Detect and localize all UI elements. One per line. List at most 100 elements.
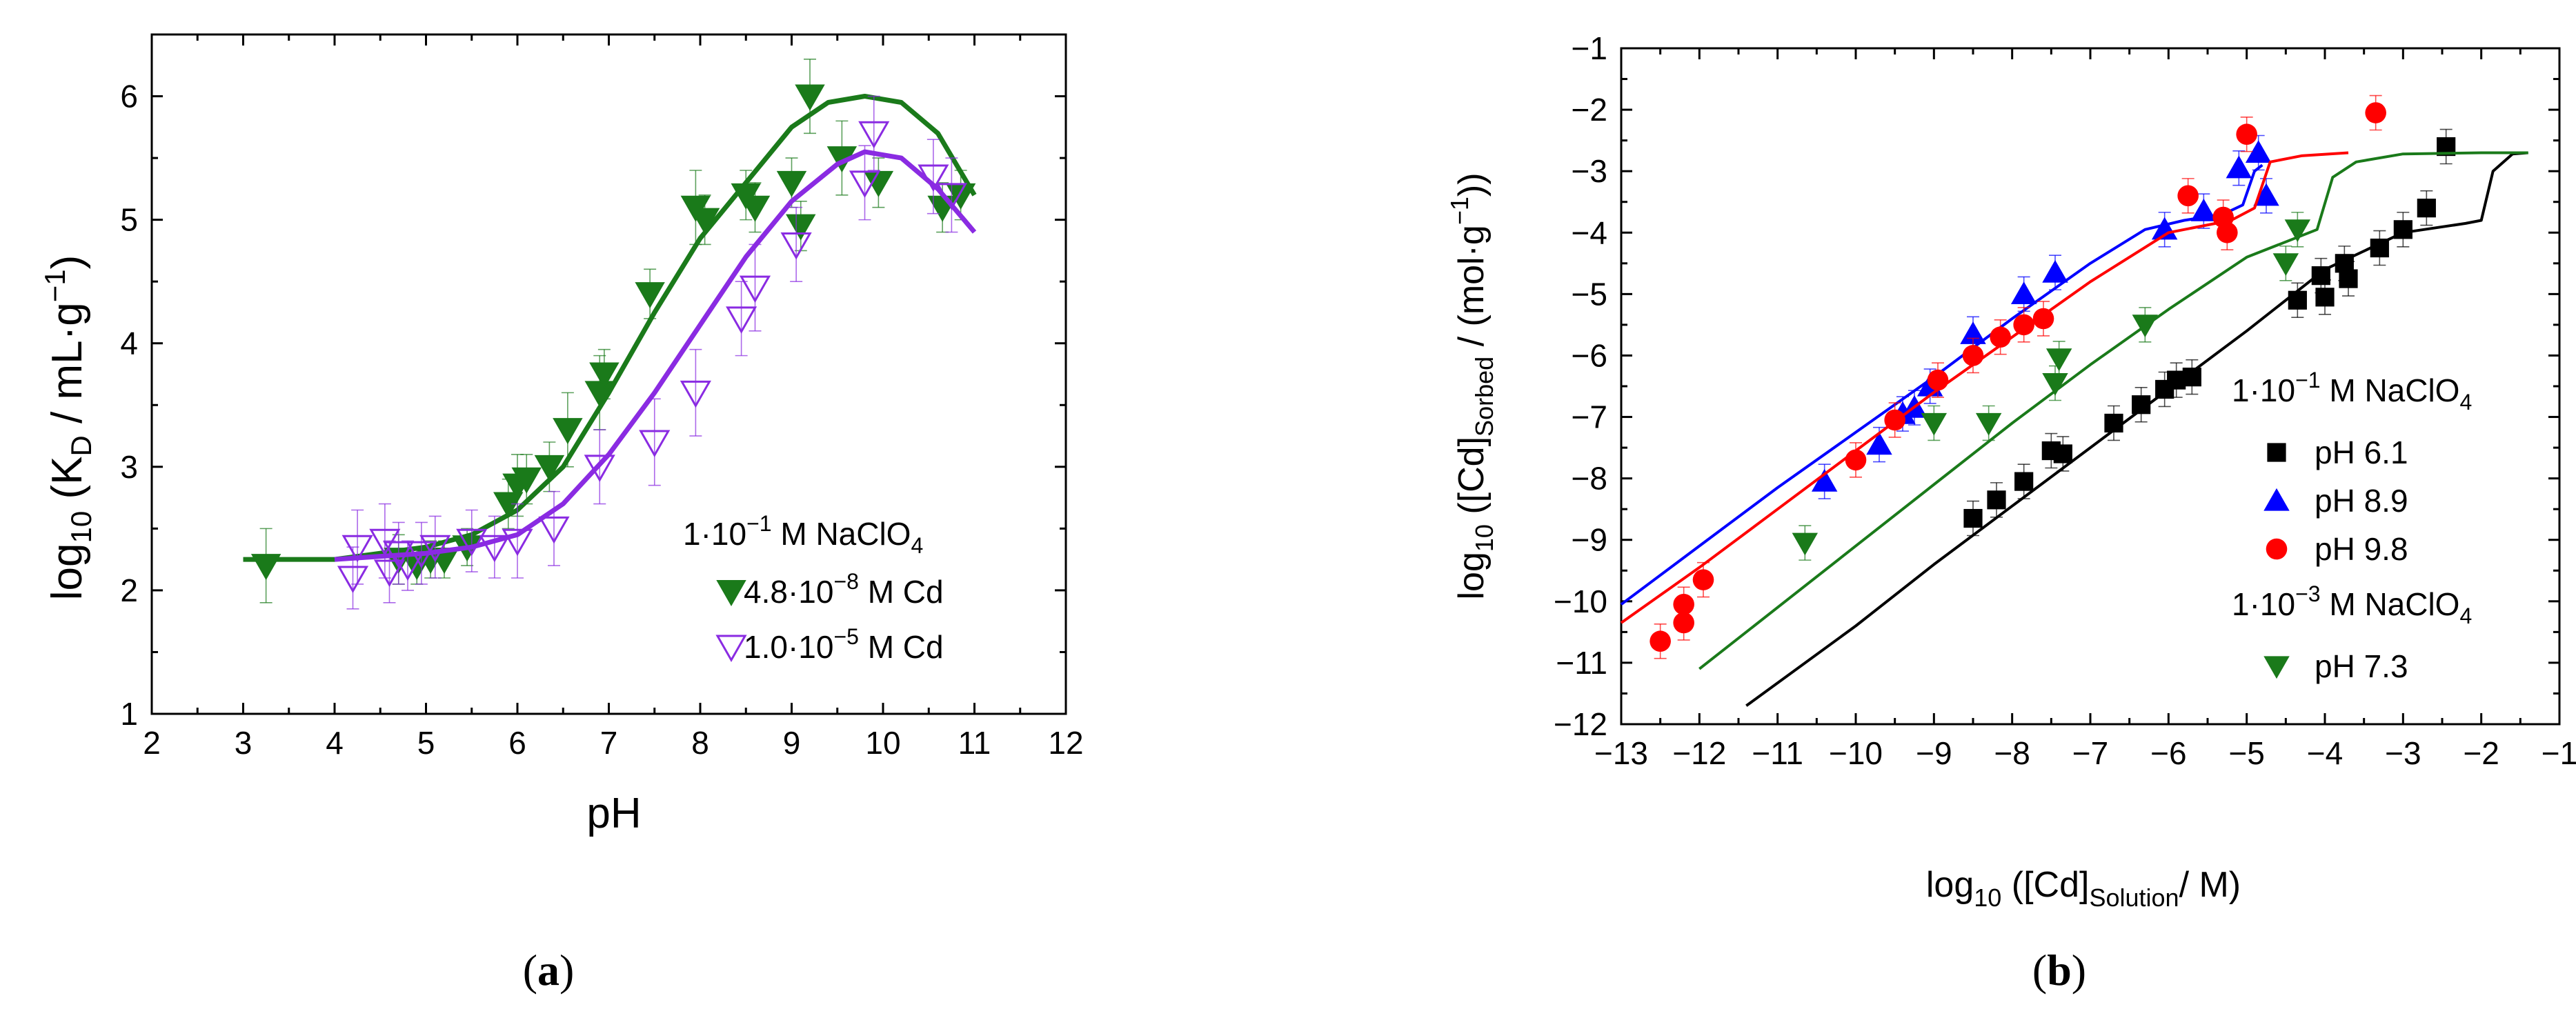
data-point [2010,281,2037,304]
data-point [689,208,720,234]
data-point [392,553,424,581]
error-bar [428,515,442,579]
y-tick-label: 2 [120,572,138,608]
data-point [337,566,369,594]
panel-b-legend-marker-ph61 [2267,443,2286,462]
panel-a-legend-label-low-cd: 4.8·10−8 M Cd [744,569,944,610]
y-tick-label: 4 [120,326,138,361]
panel-a-y-axis-label: log10 (KD / mL·g−1) [39,255,97,601]
x-tick-label: −8 [1994,735,2030,771]
data-point [1673,612,1694,634]
error-bar [548,490,560,566]
panel-b-y-axis-label: log10 ([Cd]Sorbed / (mol·g−1)) [1445,172,1498,599]
x-tick-label: 2 [143,725,161,761]
panel-a-x-axis-label: pH [586,790,641,837]
x-tick-label: −2 [2463,735,2499,771]
data-point [1866,432,1892,455]
data-point [863,170,894,197]
panel-b-data [1620,94,2528,707]
x-tick-label: −4 [2307,735,2343,771]
y-tick-label: −11 [1556,645,1607,681]
x-tick-label: 5 [417,725,435,761]
data-point [1884,409,1905,431]
data-point [935,183,967,210]
data-point [2042,260,2068,283]
data-point [795,84,825,111]
data-point [2151,217,2178,240]
data-point [2032,308,2054,330]
data-point [739,275,771,303]
error-bar [858,145,871,221]
data-point [493,492,524,519]
panel-a-legend: 1·10−1 M NaClO4 4.8·10−8 M Cd 1.0·10−5 M… [683,511,944,665]
data-point [2104,413,2123,433]
y-tick-label: −5 [1572,276,1607,312]
data-point [534,455,565,481]
data-point [2182,368,2201,387]
y-tick-label: −4 [1572,214,1607,250]
data-point [2014,472,2034,491]
data-point [2132,395,2151,415]
data-point [1975,412,2002,436]
x-tick-label: 3 [235,725,252,761]
data-point [2370,238,2389,258]
data-point [918,164,949,192]
y-tick-label: −3 [1572,153,1607,189]
fit-curve [1745,151,2528,707]
data-point [2288,290,2307,310]
series-ph-7-3 [1698,151,2528,670]
data-point [1987,490,2006,510]
y-tick-label: −6 [1572,337,1607,373]
data-point [635,282,665,309]
data-point [680,380,711,408]
legend-marker [2263,488,2290,511]
y-tick-label: 3 [120,449,138,485]
x-tick-label: −6 [2150,735,2186,771]
data-point [406,541,437,569]
x-tick-label: −10 [1829,735,1883,771]
data-point [2042,372,2068,396]
legend-marker [2263,656,2290,679]
data-point [2365,102,2386,123]
data-point [456,528,488,557]
panel-a-caption: (a) [523,946,575,995]
y-tick-label: −1 [1572,30,1607,66]
data-point [2315,288,2335,307]
error-bar [402,540,414,591]
panel-b-legend-marker-ph73 [2263,656,2290,679]
data-point [2177,185,2199,207]
data-point [1792,532,1819,556]
panel-b-legend-label-ph89: pH 8.9 [2315,483,2408,519]
data-point [589,362,620,389]
data-point [2417,199,2436,218]
y-tick-label: 6 [120,79,138,114]
data-point [1927,369,1949,391]
panel-b-legend-label-ph98: pH 9.8 [2315,531,2408,567]
error-bar [511,503,524,579]
error-bar [790,206,803,282]
x-tick-label: 6 [508,725,526,761]
x-tick-label: 4 [326,725,344,761]
panel-b-x-axis-label: log10 ([Cd]Solution/ M) [1926,865,2241,912]
data-point [1962,345,1984,366]
series-1-0-10-5-m-cd [334,95,977,610]
data-point [2393,220,2412,239]
data-point [2132,315,2159,338]
x-tick-label: −5 [2228,735,2264,771]
x-tick-label: −9 [1916,735,1952,771]
data-point [780,232,812,260]
data-point [250,554,281,581]
x-tick-label: −7 [2072,735,2108,771]
data-point [740,195,771,222]
data-point [2339,269,2358,288]
fit-curve [1620,163,2263,606]
error-bar [488,515,501,579]
data-point [786,214,816,241]
error-bar [593,429,606,505]
data-point [1649,630,1671,652]
x-tick-label: 8 [691,725,709,761]
data-point [2053,444,2072,463]
data-point [502,528,533,557]
